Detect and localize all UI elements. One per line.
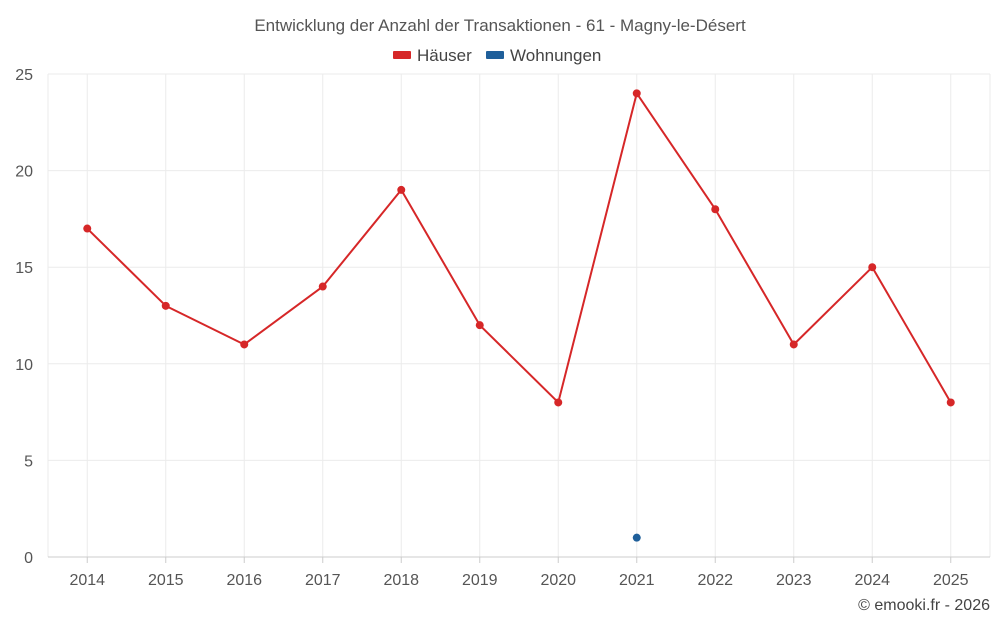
x-tick-label: 2022	[697, 572, 733, 589]
data-point-haeuser	[397, 185, 406, 194]
x-tick-label: 2023	[776, 572, 812, 589]
x-tick-label: 2019	[462, 572, 498, 589]
data-point-haeuser	[240, 340, 249, 349]
y-tick-label: 0	[24, 550, 33, 567]
y-tick-label: 15	[15, 260, 33, 277]
credit-text: © emooki.fr - 2026	[858, 597, 990, 614]
series-haeuser	[83, 89, 955, 407]
data-point-haeuser	[475, 321, 484, 330]
x-tick-label: 2014	[69, 572, 105, 589]
data-point-wohnungen	[632, 533, 641, 542]
data-point-haeuser	[711, 205, 720, 214]
y-tick-label: 5	[24, 453, 33, 470]
legend-swatch-wohnungen	[486, 51, 504, 59]
y-tick-label: 10	[15, 357, 33, 374]
legend-label-haeuser: Häuser	[417, 46, 472, 65]
x-tick-label: 2016	[226, 572, 262, 589]
x-tick-label: 2018	[383, 572, 419, 589]
y-tick-label: 25	[15, 67, 33, 84]
data-point-haeuser	[554, 398, 563, 407]
data-point-haeuser	[632, 89, 641, 98]
x-tick-label: 2025	[933, 572, 969, 589]
chart-title: Entwicklung der Anzahl der Transaktionen…	[254, 16, 746, 35]
legend-label-wohnungen: Wohnungen	[510, 46, 601, 65]
legend: Häuser Wohnungen	[393, 46, 601, 65]
x-tick-label: 2020	[540, 572, 576, 589]
legend-item-haeuser[interactable]: Häuser	[393, 46, 472, 65]
series	[83, 89, 955, 542]
data-point-haeuser	[789, 340, 798, 349]
data-point-haeuser	[868, 263, 877, 272]
x-tick-label: 2021	[619, 572, 655, 589]
grid	[47, 73, 991, 557]
data-point-haeuser	[318, 282, 327, 291]
x-tick-label: 2015	[148, 572, 184, 589]
data-point-haeuser	[83, 224, 92, 233]
legend-swatch-haeuser	[393, 51, 411, 59]
legend-item-wohnungen[interactable]: Wohnungen	[486, 46, 601, 65]
x-tick-label: 2024	[854, 572, 890, 589]
x-tick-label: 2017	[305, 572, 341, 589]
y-tick-label: 20	[15, 164, 33, 181]
data-point-haeuser	[946, 398, 955, 407]
series-wohnungen	[632, 533, 641, 542]
series-line-haeuser	[86, 92, 952, 404]
data-point-haeuser	[161, 301, 170, 310]
